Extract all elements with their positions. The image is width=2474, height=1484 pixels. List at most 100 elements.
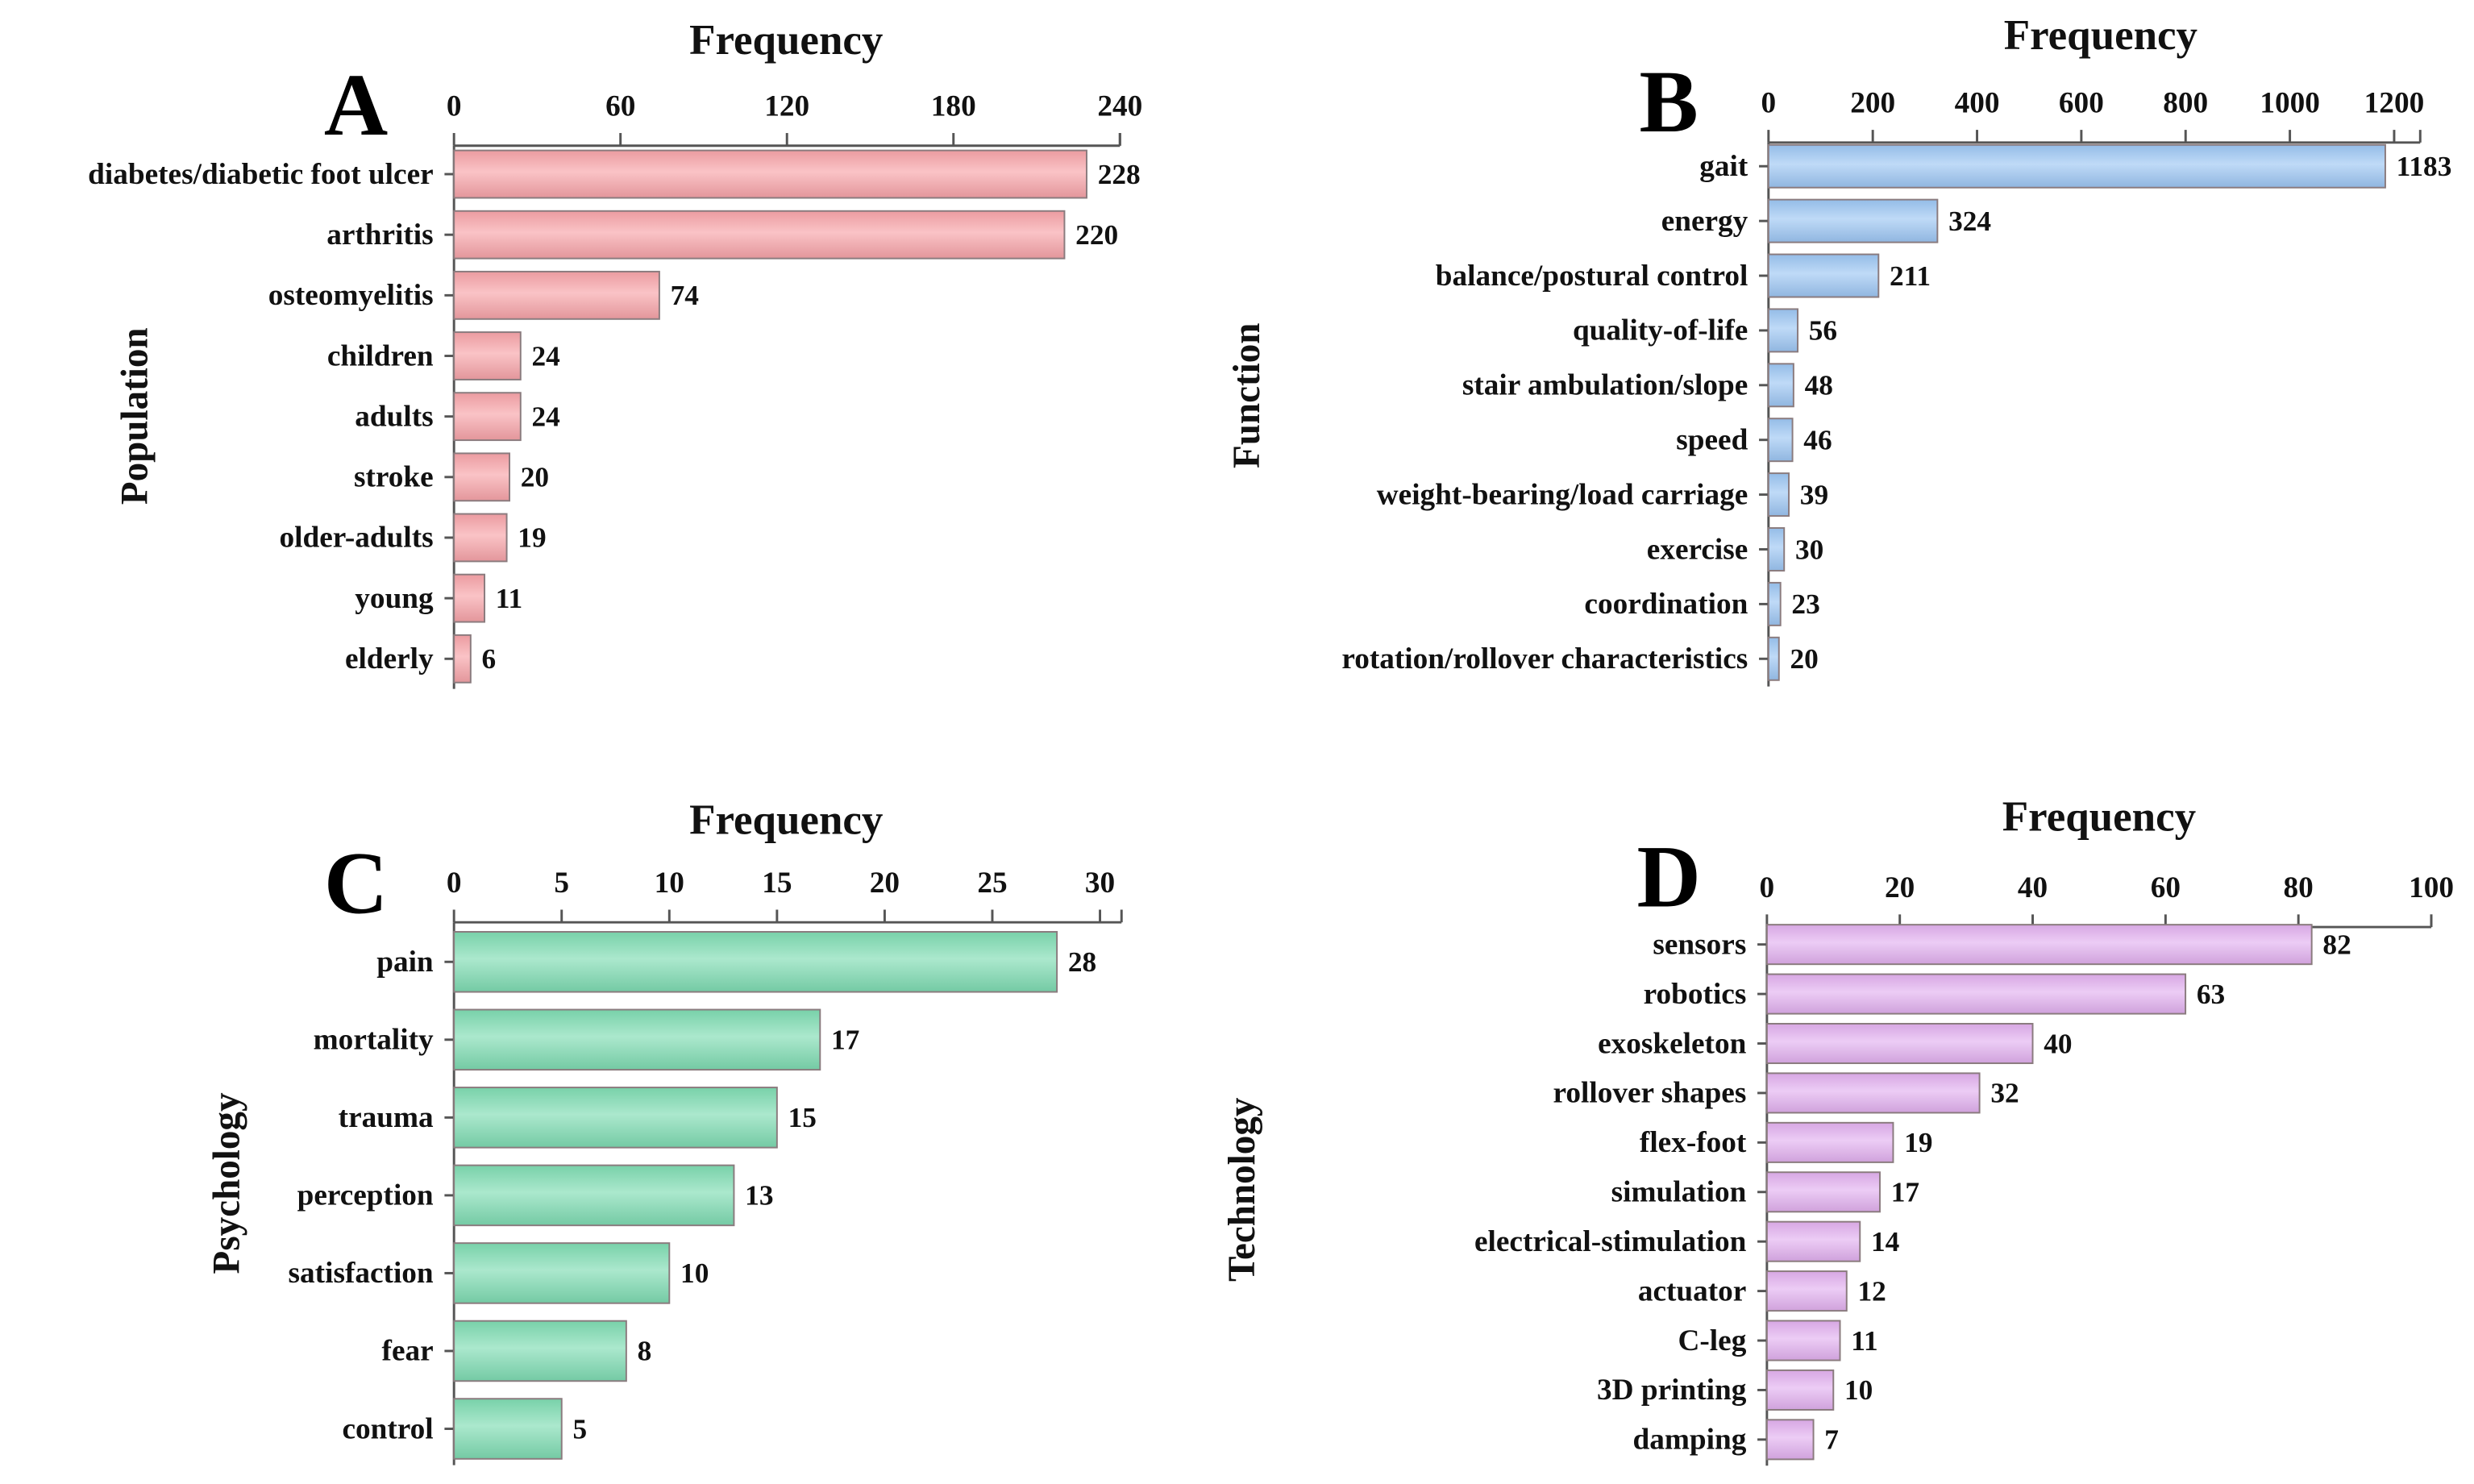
bar — [1765, 1270, 1848, 1312]
x-tick-label: 120 — [764, 89, 809, 123]
bar-value-label: 10 — [1844, 1374, 1873, 1406]
bar — [453, 149, 1087, 199]
category-label: diabetes/diabetic foot ulcer — [88, 158, 433, 191]
bar-value-label: 15 — [788, 1102, 817, 1133]
x-tick-label: 80 — [2284, 871, 2314, 904]
x-tick-label: 30 — [1085, 867, 1115, 900]
bar-value-label: 24 — [532, 340, 560, 372]
x-axis-title: Frequency — [689, 17, 883, 64]
bar-value-label: 20 — [1790, 643, 1818, 675]
x-tick-label: 180 — [931, 89, 976, 123]
bar-value-label: 14 — [1871, 1226, 1899, 1257]
panel-letter: C — [324, 833, 388, 932]
x-tick-label: 1000 — [2260, 87, 2320, 120]
category-label: older-adults — [279, 522, 433, 555]
category-label: quality-of-life — [1573, 314, 1748, 347]
bar — [1765, 924, 2313, 966]
bar-value-label: 1183 — [2397, 151, 2452, 182]
bar — [453, 270, 660, 320]
bar-value-label: 32 — [1990, 1078, 2019, 1109]
bar-value-label: 20 — [521, 462, 549, 493]
category-label: damping — [1633, 1424, 1747, 1457]
bar-value-label: 82 — [2322, 929, 2351, 960]
bar — [453, 452, 510, 502]
x-tick-label: 20 — [870, 867, 900, 900]
bar — [453, 513, 508, 563]
panel-d: Frequency D Technology 0 20 40 60 80 100 sensors 8… — [1221, 793, 2454, 1466]
category-label: satisfaction — [289, 1257, 434, 1290]
bar-value-label: 228 — [1098, 159, 1141, 190]
bar-value-label: 13 — [745, 1180, 773, 1212]
category-label: rollover shapes — [1553, 1077, 1747, 1110]
category-label: young — [355, 582, 434, 615]
bar — [1767, 198, 1939, 243]
bar — [1767, 253, 1880, 298]
x-tick-label: 100 — [2409, 871, 2454, 904]
category-label: balance/postural control — [1436, 260, 1748, 293]
x-tick-label: 15 — [762, 867, 792, 900]
category-label: speed — [1676, 423, 1748, 456]
category-label: energy — [1661, 205, 1748, 238]
bar-value-label: 211 — [1890, 260, 1931, 292]
bar — [1767, 581, 1782, 626]
bar-value-label: 74 — [671, 280, 699, 311]
bar-value-label: 12 — [1857, 1275, 1886, 1307]
bar — [1767, 527, 1786, 572]
bar-value-label: 7 — [1824, 1424, 1839, 1456]
bar — [1767, 308, 1799, 353]
x-tick-label: 60 — [605, 89, 635, 123]
category-label: fear — [382, 1335, 434, 1368]
y-axis-title: Population — [114, 327, 156, 505]
x-tick-label: 10 — [655, 867, 684, 900]
bar-value-label: 23 — [1791, 588, 1819, 620]
x-axis-title: Frequency — [2004, 12, 2197, 59]
bar — [1765, 1121, 1894, 1163]
bar-value-label: 40 — [2044, 1028, 2072, 1059]
category-label: osteomyelitis — [268, 279, 434, 312]
bar — [1765, 1320, 1841, 1361]
bar-value-label: 30 — [1795, 534, 1823, 565]
category-label: control — [342, 1412, 433, 1445]
bar-value-label: 11 — [496, 583, 522, 614]
category-label: elderly — [345, 642, 434, 675]
bar-value-label: 19 — [518, 522, 546, 554]
category-label: children — [327, 339, 434, 372]
category-label: flex-foot — [1640, 1126, 1747, 1159]
x-tick-label: 600 — [2059, 87, 2104, 120]
x-tick-label: 240 — [1097, 89, 1142, 123]
panel-c: Frequency C Psychology 0 5 10 15 20 25 30 pain 28 mo… — [206, 796, 1123, 1465]
category-label: arthritis — [326, 218, 433, 251]
bar — [1767, 143, 2386, 189]
category-label: rotation/rollover characteristics — [1341, 642, 1748, 675]
x-tick-label: 5 — [554, 867, 569, 900]
bar — [1765, 1369, 1835, 1411]
category-label: gait — [1699, 150, 1748, 183]
bar-value-label: 5 — [572, 1413, 587, 1445]
x-axis-title: Frequency — [2002, 793, 2196, 840]
bar — [1765, 973, 2187, 1015]
category-label: weight-bearing/load carriage — [1377, 478, 1748, 511]
bar-value-label: 39 — [1800, 479, 1828, 510]
bar — [453, 573, 486, 623]
x-tick-label: 25 — [977, 867, 1007, 900]
y-axis-title: Psychology — [206, 1092, 247, 1274]
panel-letter: D — [1637, 828, 1701, 926]
category-label: C-leg — [1678, 1324, 1746, 1357]
category-label: exoskeleton — [1598, 1027, 1747, 1060]
y-axis-title: Technology — [1221, 1097, 1263, 1282]
bar — [453, 1164, 735, 1227]
x-tick-label: 200 — [1850, 87, 1895, 120]
x-tick-label: 0 — [447, 867, 462, 900]
category-label: exercise — [1647, 533, 1748, 566]
category-label: actuator — [1638, 1274, 1747, 1307]
bar — [1765, 1023, 2034, 1065]
x-tick-label: 800 — [2163, 87, 2208, 120]
x-tick-label: 1200 — [2364, 87, 2425, 120]
bar — [453, 1320, 627, 1382]
bar — [453, 1008, 821, 1071]
category-label: 3D printing — [1597, 1374, 1747, 1407]
bar-value-label: 56 — [1809, 315, 1837, 347]
category-label: electrical-stimulation — [1474, 1225, 1747, 1258]
y-axis-title: Function — [1226, 323, 1268, 468]
